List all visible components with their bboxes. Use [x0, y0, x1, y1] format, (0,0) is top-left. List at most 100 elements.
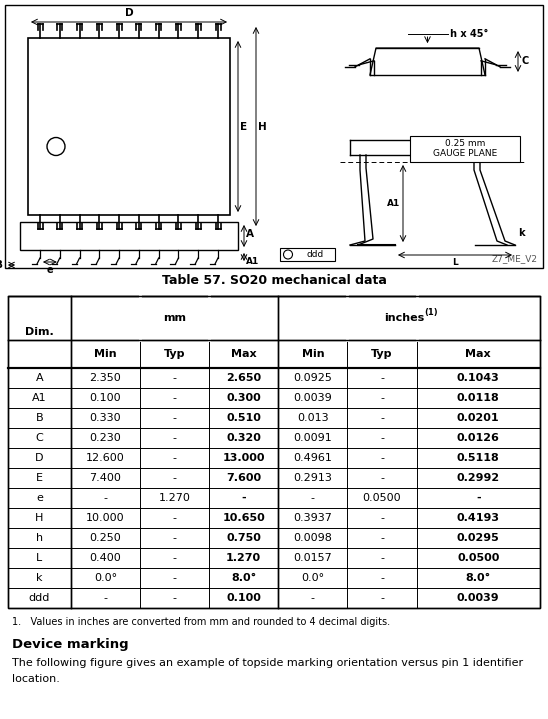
Text: location.: location.	[12, 674, 60, 684]
Text: 0.0118: 0.0118	[457, 393, 500, 403]
Text: -: -	[173, 593, 176, 603]
Text: 0.1043: 0.1043	[457, 373, 500, 383]
Text: 0.750: 0.750	[226, 533, 261, 543]
Text: mm: mm	[163, 313, 186, 323]
Text: -: -	[380, 593, 384, 603]
Text: 0.0126: 0.0126	[457, 433, 500, 443]
Text: 13.000: 13.000	[222, 453, 265, 463]
Text: -: -	[380, 373, 384, 383]
Text: -: -	[380, 393, 384, 403]
Text: 0.013: 0.013	[297, 413, 329, 423]
Text: C: C	[521, 57, 528, 66]
Text: Max: Max	[231, 349, 256, 359]
Text: Z7_ME_V2: Z7_ME_V2	[492, 254, 538, 263]
Text: -: -	[173, 573, 176, 583]
Text: e: e	[47, 265, 53, 275]
Text: 0.3937: 0.3937	[293, 513, 332, 523]
Text: -: -	[104, 593, 107, 603]
Text: 0.0098: 0.0098	[293, 533, 332, 543]
Text: Typ: Typ	[164, 349, 185, 359]
Text: 0.250: 0.250	[89, 533, 121, 543]
Text: E: E	[240, 122, 247, 132]
Text: -: -	[311, 593, 315, 603]
Text: -: -	[173, 513, 176, 523]
Text: 0.0091: 0.0091	[294, 433, 332, 443]
Text: -: -	[173, 433, 176, 443]
Bar	[8, 296, 540, 608]
Text: -: -	[380, 413, 384, 423]
Text: 2.350: 2.350	[89, 373, 121, 383]
Text: E: E	[36, 473, 43, 483]
Text: 0.400: 0.400	[89, 553, 121, 563]
Text: Max: Max	[465, 349, 491, 359]
Text: ddd: ddd	[306, 250, 324, 259]
Text: L: L	[36, 553, 43, 563]
Text: 0.25 mm: 0.25 mm	[445, 139, 485, 147]
Text: e: e	[36, 493, 43, 503]
Bar	[28, 38, 230, 215]
Text: A1: A1	[246, 257, 259, 265]
Text: A1: A1	[387, 199, 400, 208]
Text: 0.4961: 0.4961	[293, 453, 332, 463]
Text: 0.0925: 0.0925	[293, 373, 332, 383]
Text: 8.0°: 8.0°	[231, 573, 256, 583]
Text: A: A	[36, 373, 43, 383]
Text: H: H	[258, 122, 267, 132]
Text: -: -	[476, 493, 481, 503]
Text: 0.2913: 0.2913	[293, 473, 332, 483]
Text: 0.0201: 0.0201	[457, 413, 500, 423]
Text: Dim.: Dim.	[25, 327, 54, 337]
Text: 1.270: 1.270	[226, 553, 261, 563]
Text: inches: inches	[384, 313, 424, 323]
Text: h x 45°: h x 45°	[449, 29, 488, 39]
Text: -: -	[241, 493, 246, 503]
Text: -: -	[173, 413, 176, 423]
Text: 0.100: 0.100	[226, 593, 261, 603]
Text: B: B	[0, 260, 3, 270]
Text: The following figure gives an example of topside marking orientation versus pin : The following figure gives an example of…	[12, 658, 523, 668]
Text: 10.000: 10.000	[86, 513, 124, 523]
Text: 0.330: 0.330	[89, 413, 121, 423]
Text: -: -	[173, 553, 176, 563]
Text: A1: A1	[32, 393, 47, 403]
Bar	[410, 136, 520, 162]
Text: -: -	[380, 433, 384, 443]
Text: -: -	[173, 373, 176, 383]
Text: 0.0500: 0.0500	[457, 553, 499, 563]
Text: 8.0°: 8.0°	[466, 573, 491, 583]
Text: 0.0039: 0.0039	[457, 593, 500, 603]
Text: -: -	[380, 453, 384, 463]
Text: -: -	[380, 573, 384, 583]
Text: H: H	[35, 513, 44, 523]
Text: 0.0°: 0.0°	[94, 573, 117, 583]
Text: 7.600: 7.600	[226, 473, 261, 483]
Text: 12.600: 12.600	[86, 453, 125, 463]
Text: -: -	[380, 533, 384, 543]
Text: (1): (1)	[424, 308, 438, 316]
Text: D: D	[35, 453, 44, 463]
Text: 0.230: 0.230	[89, 433, 121, 443]
Text: 0.0295: 0.0295	[457, 533, 500, 543]
Bar	[8, 296, 540, 608]
Text: h: h	[36, 533, 43, 543]
Bar	[5, 5, 543, 268]
Text: 0.510: 0.510	[226, 413, 261, 423]
Text: ddd: ddd	[28, 593, 50, 603]
Text: L: L	[452, 258, 458, 267]
Text: 7.400: 7.400	[89, 473, 121, 483]
Text: A: A	[246, 229, 254, 239]
Text: 0.100: 0.100	[89, 393, 121, 403]
Text: -: -	[173, 393, 176, 403]
Text: -: -	[173, 533, 176, 543]
Text: 0.4193: 0.4193	[457, 513, 500, 523]
Text: 0.0039: 0.0039	[294, 393, 332, 403]
Text: D: D	[125, 8, 133, 18]
Text: 0.0°: 0.0°	[301, 573, 324, 583]
Text: Typ: Typ	[371, 349, 393, 359]
Text: Min: Min	[94, 349, 117, 359]
Text: 0.0500: 0.0500	[363, 493, 401, 503]
Text: 0.2992: 0.2992	[456, 473, 500, 483]
Text: -: -	[311, 493, 315, 503]
Text: Min: Min	[301, 349, 324, 359]
Text: 2.650: 2.650	[226, 373, 261, 383]
